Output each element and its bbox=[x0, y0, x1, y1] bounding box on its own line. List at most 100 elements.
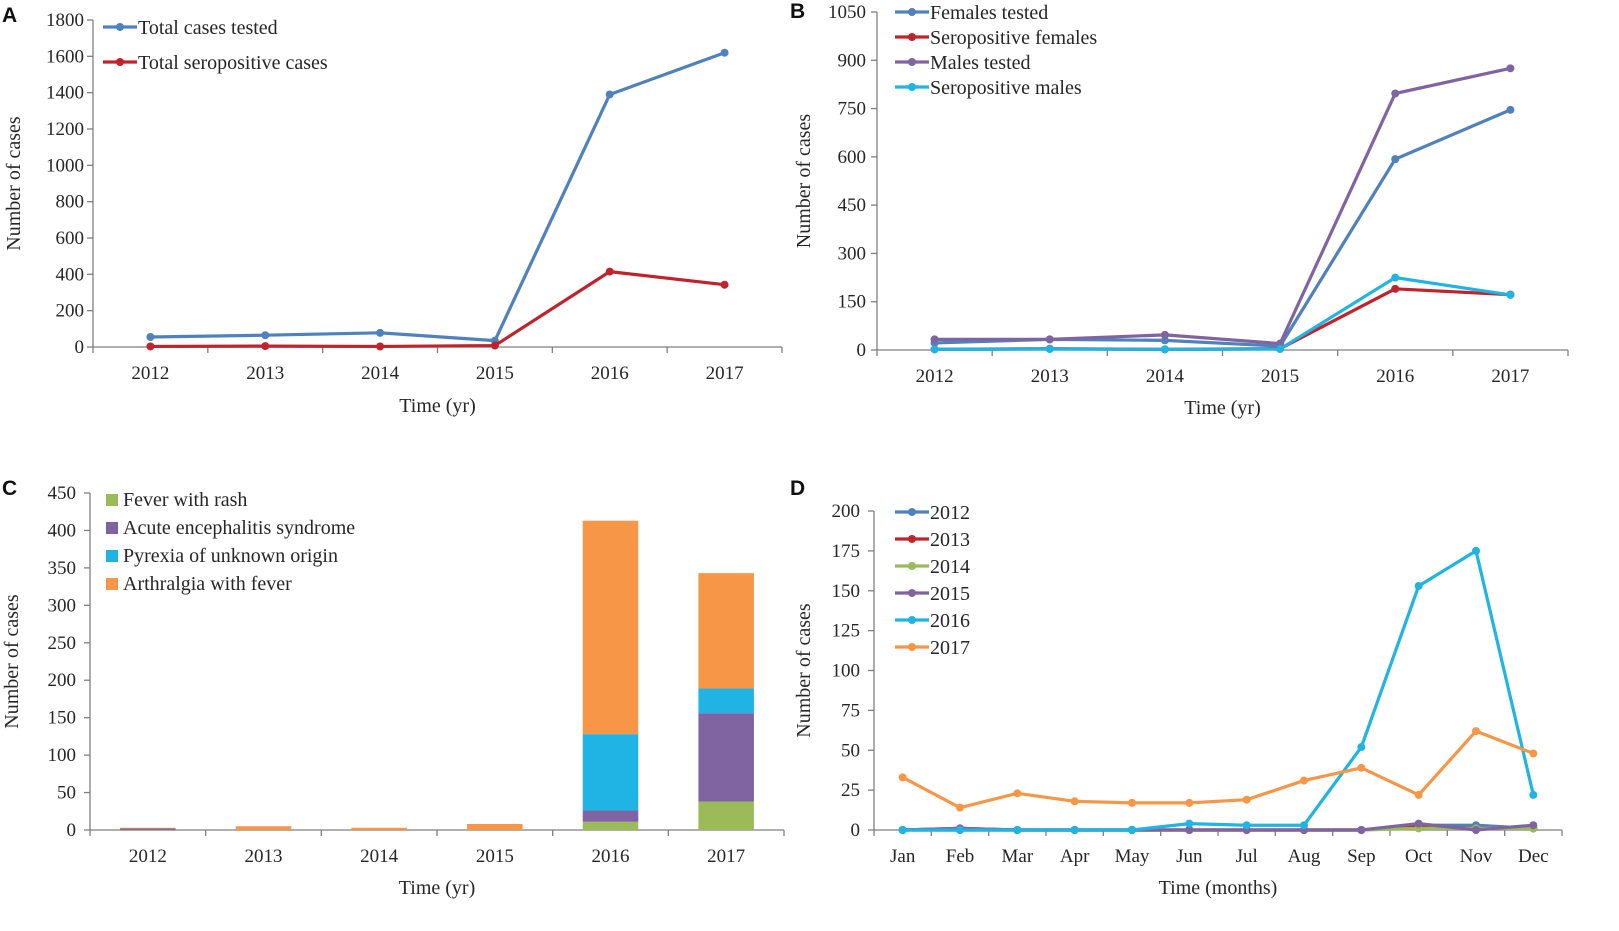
panel-d-data-point bbox=[1185, 798, 1194, 807]
panel-a-data-point bbox=[720, 48, 729, 57]
panel-c-letter: C bbox=[2, 477, 17, 500]
panel-d-legend-label: 2015 bbox=[930, 583, 970, 605]
panel-a-y-tick-label: 600 bbox=[56, 228, 85, 249]
panel-b-data-point bbox=[1391, 273, 1400, 282]
panel-d-legend-label: 2017 bbox=[930, 637, 970, 659]
panel-a-y-axis-title: Number of cases bbox=[3, 116, 25, 251]
panel-c-x-tick-label: 2017 bbox=[707, 846, 745, 867]
panel-d-series-line bbox=[902, 549, 1535, 832]
panel-a-x-tick-label: 2016 bbox=[591, 363, 629, 384]
panel-a-x-tick-label: 2015 bbox=[476, 363, 514, 384]
panel-d-legend-marker bbox=[908, 535, 916, 543]
panel-c-bar-segment bbox=[467, 824, 523, 830]
panel-c-y-tick-label: 400 bbox=[48, 520, 77, 541]
panel-b-legend-label: Males tested bbox=[930, 52, 1031, 74]
panel-d: D 0 25 50 75 100 125 150 175 200 Jan Feb Mar Apr May Ju… bbox=[790, 477, 1563, 899]
panel-d-data-point bbox=[1529, 821, 1538, 830]
panel-c-y-tick-label: 50 bbox=[57, 783, 76, 804]
panel-d-x-tick-label: Feb bbox=[946, 846, 975, 867]
panel-c-bar-segment bbox=[698, 573, 754, 689]
panel-c-y-tick-label: 200 bbox=[48, 670, 77, 691]
panel-d-x-tick-label: Apr bbox=[1060, 846, 1090, 867]
panel-d-data-point bbox=[1242, 821, 1251, 830]
panel-d-data-point bbox=[1472, 826, 1480, 834]
panel-d-legend-marker bbox=[908, 616, 916, 624]
panel-b-letter: B bbox=[790, 0, 805, 23]
panel-d-y-tick-label: 100 bbox=[832, 661, 861, 682]
panel-c-legend-label: Fever with rash bbox=[123, 489, 247, 511]
panel-b-x-tick-label: 2014 bbox=[1146, 366, 1185, 387]
panel-b-data-point bbox=[1391, 89, 1400, 98]
panel-b-legend-label: Females tested bbox=[930, 2, 1048, 24]
panel-b-x-tick-label: 2015 bbox=[1261, 366, 1299, 387]
panel-c-x-tick-label: 2014 bbox=[360, 846, 399, 867]
panel-b-series-line bbox=[934, 108, 1512, 348]
panel-b-series-line bbox=[934, 66, 1511, 346]
panel-d-y-tick-label: 200 bbox=[832, 501, 861, 522]
panel-a-legend-marker bbox=[116, 23, 124, 31]
panel-c-y-axis-title: Number of cases bbox=[1, 594, 23, 729]
panel-d-data-point bbox=[1300, 776, 1308, 785]
panel-b-data-point bbox=[1506, 64, 1515, 73]
panel-c-x-tick-label: 2015 bbox=[476, 846, 514, 867]
panel-d-data-point bbox=[1185, 819, 1194, 828]
panel-c-y-tick-label: 250 bbox=[48, 633, 77, 654]
panel-d-letter: D bbox=[790, 477, 805, 500]
panel-a-y-tick-label: 200 bbox=[56, 301, 85, 322]
panel-b-y-tick-label: 1050 bbox=[828, 2, 866, 23]
panel-a-series-line bbox=[150, 270, 725, 349]
panel-d-data-point bbox=[1070, 797, 1079, 806]
panel-b-data-point bbox=[1391, 155, 1400, 164]
panel-d-data-point bbox=[1529, 749, 1538, 758]
panel-c-bar-segment bbox=[582, 821, 639, 830]
panel-b-x-tick-label: 2016 bbox=[1376, 366, 1414, 387]
panel-c-y-tick-label: 100 bbox=[48, 745, 77, 766]
panel-a-x-tick-label: 2014 bbox=[361, 363, 400, 384]
panel-d-y-tick-label: 175 bbox=[832, 541, 861, 562]
panel-d-legend-label: 2016 bbox=[930, 610, 970, 632]
panel-b-data-point bbox=[930, 335, 939, 344]
panel-c-x-tick-label: 2012 bbox=[129, 846, 167, 867]
panel-b-data-point bbox=[1160, 345, 1169, 354]
panel-a-legend-marker bbox=[116, 58, 124, 66]
panel-d-data-point bbox=[898, 826, 907, 834]
panel-b-y-tick-label: 300 bbox=[838, 243, 867, 264]
panel-d-data-point bbox=[1300, 821, 1308, 830]
panel-a-x-tick-label: 2012 bbox=[131, 363, 169, 384]
panel-b-legend-marker bbox=[908, 8, 916, 16]
panel-a-data-point bbox=[605, 267, 614, 276]
panel-a-y-tick-label: 1600 bbox=[46, 46, 84, 67]
panel-b-legend-marker bbox=[908, 83, 916, 91]
panel-b-data-point bbox=[1506, 290, 1515, 299]
panel-c-x-tick-label: 2013 bbox=[245, 846, 283, 867]
panel-d-y-tick-label: 125 bbox=[832, 621, 861, 642]
panel-b-x-axis-title: Time (yr) bbox=[1184, 397, 1260, 419]
panel-a-y-tick-label: 1200 bbox=[46, 119, 84, 140]
panel-d-y-tick-label: 50 bbox=[841, 740, 860, 761]
panel-d-data-point bbox=[1013, 789, 1022, 798]
panel-a-data-point bbox=[720, 280, 729, 289]
panel-b-y-tick-label: 600 bbox=[838, 147, 867, 168]
panel-d-data-point bbox=[1070, 826, 1079, 834]
panel-b: B 0 150 300 450 600 750 900 1050 2012 2013 2014 2015… bbox=[790, 0, 1569, 419]
panel-c: C 0 50 100 150 200 250 300 350 400 450 2012 2013 2014… bbox=[1, 477, 785, 899]
panel-a-y-tick-label: 400 bbox=[56, 264, 85, 285]
panel-b-x-tick-label: 2012 bbox=[916, 366, 954, 387]
panel-c-x-tick-label: 2016 bbox=[592, 846, 630, 867]
panel-d-data-point bbox=[1128, 798, 1136, 807]
panel-a-data-point bbox=[146, 333, 155, 342]
panel-d-legend-label: 2012 bbox=[930, 502, 970, 524]
panel-d-data-point bbox=[1013, 826, 1022, 834]
panel-d-y-tick-label: 0 bbox=[851, 820, 861, 841]
panel-d-y-axis-title: Number of cases bbox=[793, 603, 815, 738]
panel-d-y-tick-label: 75 bbox=[841, 700, 860, 721]
panel-a-data-point bbox=[376, 342, 385, 351]
panel-c-bar-segment bbox=[698, 688, 754, 714]
panel-d-data-point bbox=[1414, 581, 1423, 590]
panel-c-y-tick-label: 350 bbox=[48, 558, 77, 579]
panel-b-x-tick-label: 2013 bbox=[1031, 366, 1069, 387]
panel-d-x-tick-label: Jan bbox=[890, 846, 916, 867]
panel-d-legend-marker bbox=[908, 643, 916, 651]
panel-b-data-point bbox=[1045, 345, 1054, 354]
panel-d-x-tick-label: Dec bbox=[1518, 846, 1549, 867]
